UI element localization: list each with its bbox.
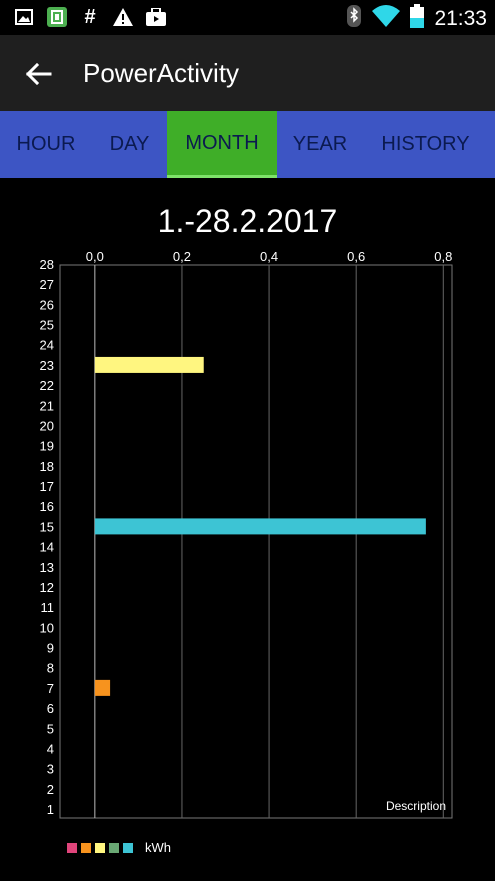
y-tick-label: 18 [40, 459, 54, 474]
warning-icon [113, 7, 133, 27]
y-tick-label: 23 [40, 358, 54, 373]
bar-day-7 [94, 679, 111, 696]
legend-label: kWh [145, 840, 171, 855]
app-title: PowerActivity [83, 58, 240, 88]
clock: 21:33 [434, 6, 487, 30]
bar-day-23 [94, 356, 204, 373]
legend-swatch-2 [81, 842, 91, 853]
chart-description: Description [386, 799, 446, 813]
y-tick-label: 16 [40, 499, 54, 514]
y-tick-label: 1 [47, 802, 54, 817]
plot-frame [59, 264, 453, 819]
y-tick-label: 3 [47, 762, 54, 777]
y-tick-label: 9 [47, 641, 54, 656]
app-bar: PowerActivity [0, 35, 495, 111]
bar-chart: 0,0 0,2 0,4 0,6 0,81234567891011121314151617… [40, 249, 453, 819]
briefcase-icon [146, 7, 166, 27]
y-tick-label: 27 [40, 277, 54, 292]
legend-swatch-4 [109, 842, 119, 853]
tab-day[interactable]: DAY [109, 133, 150, 155]
y-tick-label: 12 [40, 580, 54, 595]
x-tick-label: 0,6 [347, 249, 365, 264]
y-tick-label: 2 [47, 782, 54, 797]
arrow-left-icon [26, 63, 52, 85]
tab-hour[interactable]: HOUR [16, 133, 76, 155]
x-tick-label: 0,8 [434, 249, 452, 264]
x-tick-label: 0,2 [173, 249, 191, 264]
legend-swatch-1 [67, 842, 77, 853]
y-tick-label: 24 [40, 338, 54, 353]
tab-year[interactable]: YEAR [292, 133, 348, 155]
y-tick-label: 6 [47, 701, 54, 716]
legend-swatch-3 [95, 842, 105, 853]
y-tick-label: 17 [40, 479, 54, 494]
y-tick-label: 22 [40, 378, 54, 393]
tab-bar: HOUR DAY MONTH YEAR HISTORY [0, 111, 495, 178]
back-button[interactable] [22, 57, 56, 91]
bluetooth-icon [346, 4, 362, 33]
y-tick-label: 19 [40, 439, 54, 454]
y-tick-label: 14 [40, 540, 54, 555]
y-tick-label: 26 [40, 297, 54, 312]
wifi-icon [372, 5, 401, 32]
y-tick-label: 28 [40, 257, 54, 272]
legend: kWh [67, 840, 171, 855]
x-tick-label: 0,0 [86, 249, 104, 264]
y-tick-label: 5 [47, 721, 54, 736]
y-tick-label: 8 [47, 661, 54, 676]
tab-month[interactable]: MONTH [167, 111, 277, 178]
image-icon [14, 7, 34, 27]
y-tick-label: 11 [41, 600, 55, 615]
y-tick-label: 25 [40, 318, 54, 333]
battery-icon [410, 4, 425, 33]
y-tick-label: 21 [40, 398, 54, 413]
x-tick-label: 0,4 [260, 249, 278, 264]
tab-history[interactable]: HISTORY [381, 133, 470, 155]
chart-title: 1.-28.2.2017 [157, 203, 338, 239]
y-tick-label: 15 [40, 519, 54, 534]
y-tick-label: 10 [40, 620, 54, 635]
y-tick-label: 7 [47, 681, 54, 696]
legend-swatch-5 [123, 842, 133, 853]
bar-day-15 [94, 518, 426, 535]
status-bar: # 21:33 [0, 0, 495, 35]
hash-icon: # [84, 5, 96, 28]
app-icon [47, 7, 67, 27]
y-tick-label: 13 [40, 560, 54, 575]
y-tick-label: 4 [47, 741, 54, 756]
y-tick-label: 20 [40, 418, 54, 433]
